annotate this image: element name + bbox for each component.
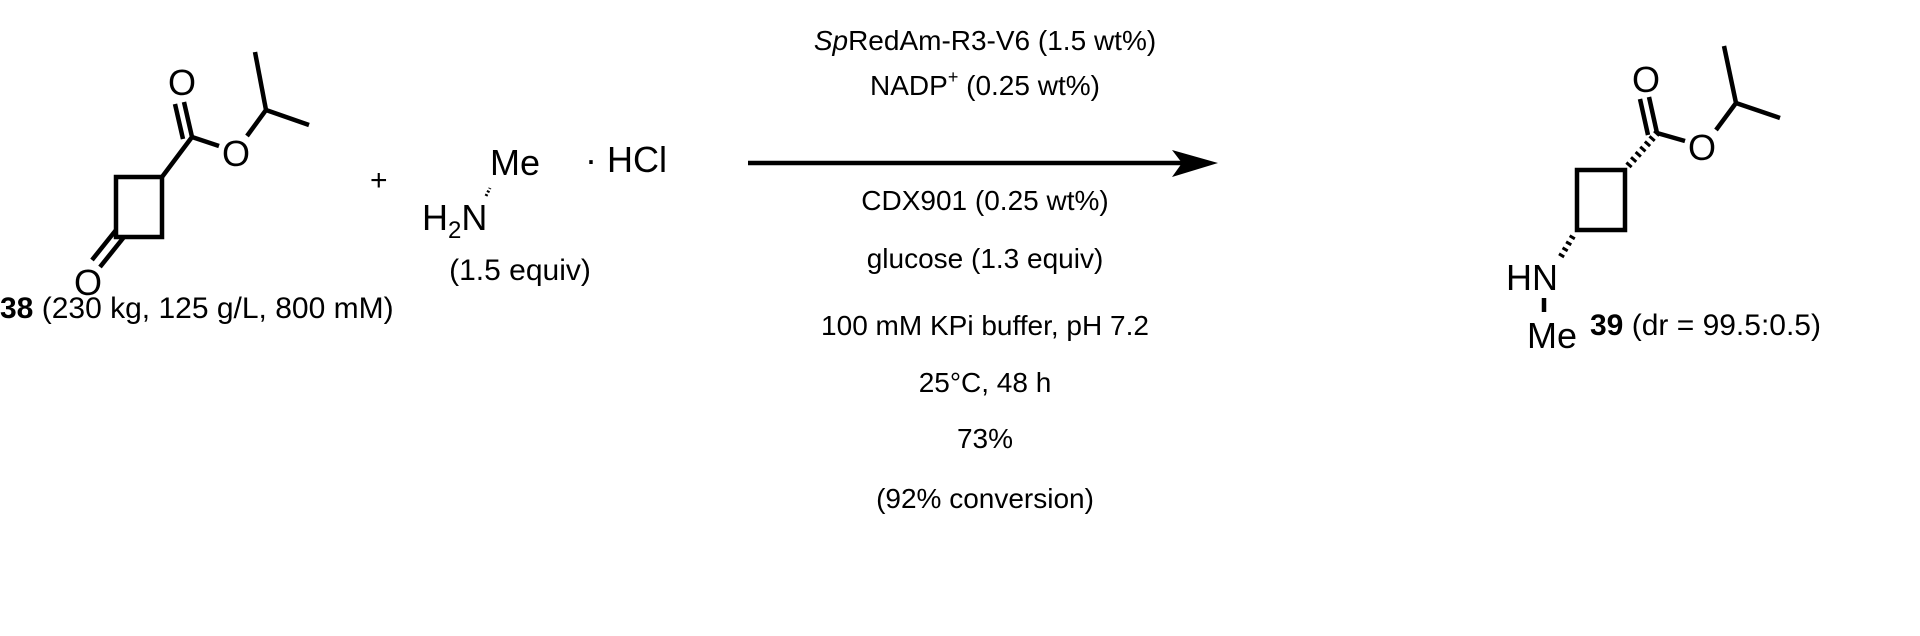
compound-39-label: 39 (dr = 99.5:0.5) [1590, 309, 1821, 342]
product-39-structure: O O HN Me [1506, 45, 1781, 356]
carbonyl-oxygen: O [168, 62, 196, 103]
ketone-bond-2 [98, 235, 126, 269]
nh-group: HN [1506, 257, 1558, 298]
carbonyl-bond-2 [1637, 98, 1651, 136]
gdh-condition: CDX901 (0.25 wt%) [861, 185, 1108, 216]
ketone-oxygen: O [74, 262, 102, 303]
ring-carbonyl-bond [160, 135, 194, 179]
carbonyl-bond-1 [181, 101, 195, 138]
carbonyl-bond-1 [1646, 96, 1660, 134]
ester-oxygen: O [1688, 127, 1716, 168]
buffer-condition: 100 mM KPi buffer, pH 7.2 [821, 310, 1149, 341]
cyclobutane-ring [113, 174, 165, 240]
n-me-bond [484, 187, 492, 197]
methylamine-equiv: (1.5 equiv) [449, 254, 591, 287]
o-ch-bond [1714, 101, 1738, 132]
methylamine-hcl-structure: H2N Me · HCl [422, 139, 667, 244]
hashed-bond-ester [1625, 130, 1660, 169]
reaction-arrow [748, 150, 1218, 177]
ester-bond [191, 134, 220, 149]
methyl-group: Me [490, 142, 540, 183]
reactant-38-structure: O O O [74, 51, 310, 303]
ester-oxygen: O [222, 133, 250, 174]
enzyme-condition: SpRedAm-R3-V6 (1.5 wt%) [814, 25, 1156, 56]
methyl-bond-1 [252, 51, 269, 111]
cofactor-condition: NADP+ (0.25 wt%) [870, 67, 1100, 101]
compound-38-label: 38 (230 kg, 125 g/L, 800 mM) [0, 292, 394, 325]
temperature-time-condition: 25°C, 48 h [919, 367, 1052, 398]
plus-sign: + [370, 164, 388, 197]
yield: 73% [957, 423, 1013, 454]
cyclobutane-ring [1574, 167, 1628, 233]
o-ch-bond [245, 108, 268, 138]
methyl-bond-1 [1721, 45, 1739, 104]
hcl-salt: · HCl [585, 139, 667, 180]
hashed-bond-amine [1557, 234, 1576, 260]
amine-nh2: H2N [422, 197, 487, 244]
glucose-condition: glucose (1.3 equiv) [867, 243, 1104, 274]
methyl-bond-2 [265, 107, 310, 128]
ketone-bond-1 [90, 228, 118, 262]
methyl-bond-2 [1735, 100, 1781, 121]
ester-bond [1656, 130, 1686, 144]
carbonyl-bond-2 [172, 103, 186, 140]
n-methyl: Me [1527, 315, 1577, 356]
conversion: (92% conversion) [876, 483, 1094, 514]
carbonyl-oxygen: O [1632, 59, 1660, 100]
